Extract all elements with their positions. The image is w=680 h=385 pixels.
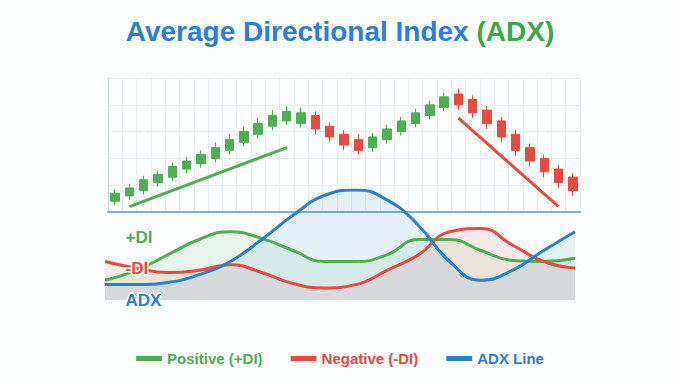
svg-text:Negative (-DI): Negative (-DI) — [322, 350, 419, 367]
svg-text:Average Directional Index: Average Directional Index — [126, 16, 477, 47]
svg-text:Positive (+DI): Positive (+DI) — [167, 350, 262, 367]
svg-text:ADX: ADX — [126, 291, 163, 310]
svg-text:+DI: +DI — [126, 228, 153, 247]
svg-text:-DI: -DI — [126, 259, 149, 278]
svg-text:ADX Line: ADX Line — [477, 350, 544, 367]
svg-text:(ADX): (ADX) — [476, 16, 554, 47]
